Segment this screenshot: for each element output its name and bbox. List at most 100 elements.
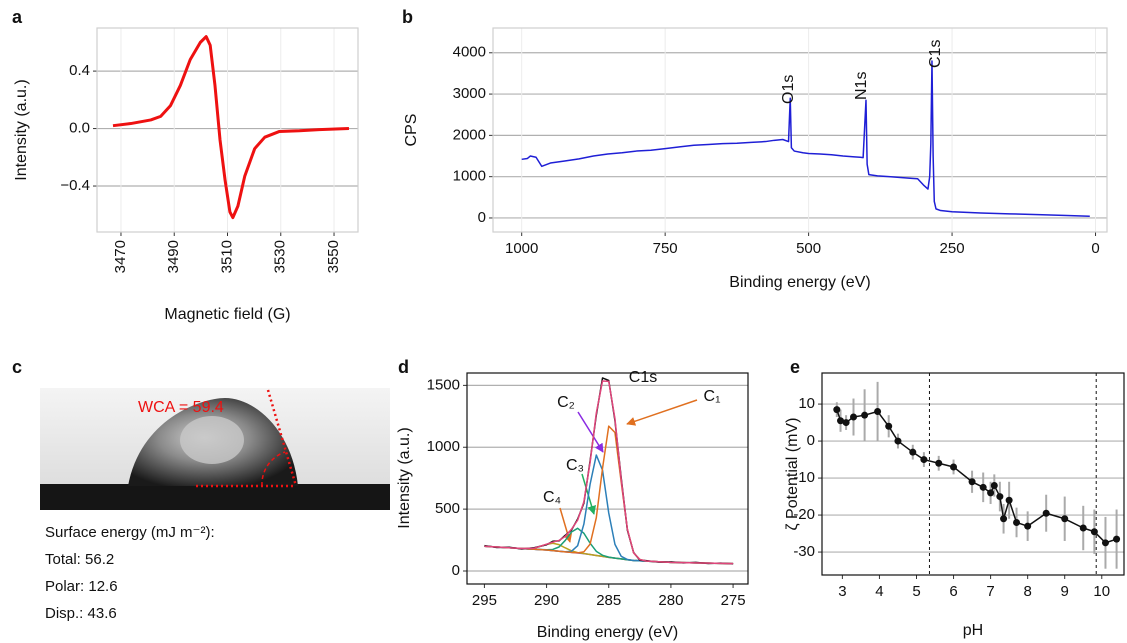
tangent-line	[266, 389, 298, 487]
data-line	[484, 542, 734, 565]
data-line	[521, 60, 1090, 218]
plot-frame	[821, 372, 1125, 576]
data-point	[909, 448, 917, 456]
data-line	[484, 377, 734, 565]
y-tick-label: 500	[435, 500, 460, 517]
x-tick-label: 8	[1023, 583, 1031, 600]
data-point	[950, 463, 958, 471]
data-point	[1000, 515, 1008, 523]
data-point	[837, 417, 845, 425]
peak-annotation: C1s	[927, 40, 944, 68]
chart-panel: −0.4 0.0 0.4 3470 3490 3510 3530 3550 a Intensity…	[12, 7, 359, 323]
data-point	[935, 459, 943, 467]
substrate	[40, 484, 390, 510]
y-tick-label: 1500	[427, 376, 460, 393]
data-point	[849, 413, 857, 421]
x-tick-label: 0	[1091, 240, 1099, 257]
x-tick-label: 295	[472, 592, 497, 609]
data-point	[920, 456, 928, 464]
data-point	[1079, 524, 1087, 532]
x-tick-label: 290	[534, 592, 559, 609]
surface-energy-line: Polar: 12.6	[45, 578, 118, 595]
y-tick-label: 0	[478, 209, 486, 226]
data-point	[990, 481, 998, 489]
y-tick-label: -20	[793, 506, 815, 523]
y-tick-label: 0	[452, 562, 460, 579]
panel-c: c WCA = 59.4 Surface energy (mJ m⁻²): To…	[12, 357, 390, 622]
y-tick-label: -10	[793, 469, 815, 486]
y-tick-label: -30	[793, 543, 815, 560]
panel-label: e	[790, 357, 800, 377]
y-tick-label: 0	[807, 432, 815, 449]
data-line	[484, 380, 734, 565]
x-tick-label: 4	[875, 583, 883, 600]
data-point	[833, 406, 841, 414]
data-point	[861, 411, 869, 419]
x-tick-label: 250	[940, 240, 965, 257]
data-point	[1024, 522, 1032, 530]
surface-energy-heading: Surface energy (mJ m⁻²):	[45, 524, 215, 541]
x-tick-label: 500	[796, 240, 821, 257]
chart-panel: 0 1000 2000 3000 4000 1000 750 500 250 0 O1s N1s C1s…	[402, 7, 1108, 291]
data-point	[1090, 528, 1098, 536]
y-tick-label: 0.0	[69, 120, 90, 137]
data-point	[1005, 496, 1013, 504]
x-tick-label: 5	[912, 583, 920, 600]
angle-arc	[261, 451, 286, 487]
data-line	[484, 527, 734, 565]
data-point	[979, 483, 987, 491]
x-tick-label: 280	[658, 592, 683, 609]
peak-label: C₃	[566, 457, 584, 474]
data-point	[1042, 509, 1050, 517]
droplet-highlight	[180, 416, 244, 464]
data-point	[996, 493, 1004, 501]
x-tick-label: 10	[1093, 583, 1110, 600]
y-tick-label: 1000	[453, 168, 486, 185]
surface-energy-line: Disp.: 43.6	[45, 605, 117, 622]
x-axis-title: pH	[963, 622, 983, 639]
x-tick-label: 3510	[218, 240, 235, 273]
chart-panel: -30 -20 -10 0 10 3 4 5 6 7 8 9 10 e ζ Potential (mV) pH	[784, 357, 1125, 639]
panel-label: a	[12, 7, 23, 27]
surface-energy-line: Total: 56.2	[45, 551, 114, 568]
x-tick-label: 285	[596, 592, 621, 609]
data-point	[968, 478, 976, 486]
data-point	[987, 489, 995, 497]
data-point	[1101, 539, 1109, 547]
x-axis-title: Magnetic field (G)	[164, 306, 290, 323]
x-tick-label: 1000	[505, 240, 538, 257]
panel-label: b	[402, 7, 413, 27]
data-point	[885, 422, 893, 430]
x-tick-label: 3530	[272, 240, 289, 273]
y-tick-label: 0.4	[69, 62, 90, 79]
y-tick-label: 4000	[453, 44, 486, 61]
peak-annotation: O1s	[780, 75, 797, 104]
y-tick-label: 2000	[453, 126, 486, 143]
x-axis-title: Binding energy (eV)	[729, 274, 870, 291]
y-axis-title: CPS	[403, 114, 420, 147]
plot-frame	[466, 372, 749, 585]
x-tick-label: 3550	[325, 240, 342, 273]
panel-label: c	[12, 357, 22, 377]
wca-label: WCA = 59.4	[138, 399, 224, 416]
data-point	[1013, 518, 1021, 526]
x-axis-title: Binding energy (eV)	[537, 624, 678, 641]
data-point	[894, 437, 902, 445]
x-tick-label: 7	[986, 583, 994, 600]
x-tick-label: 3	[838, 583, 846, 600]
x-tick-label: 6	[949, 583, 957, 600]
x-tick-label: 275	[721, 592, 746, 609]
annotation-arrow	[626, 399, 698, 426]
y-tick-label: 3000	[453, 85, 486, 102]
x-tick-label: 3490	[165, 240, 182, 273]
x-tick-label: 9	[1061, 583, 1069, 600]
data-line	[112, 35, 349, 220]
panel-label: d	[398, 357, 409, 377]
plot-frame	[96, 27, 359, 233]
y-tick-label: −0.4	[60, 177, 90, 194]
peak-label: C₁	[704, 388, 721, 405]
y-axis-title: ζ Potential (mV)	[784, 418, 801, 531]
annotation-arrow	[577, 411, 604, 453]
y-axis-title: Intensity (a.u.)	[396, 427, 413, 528]
